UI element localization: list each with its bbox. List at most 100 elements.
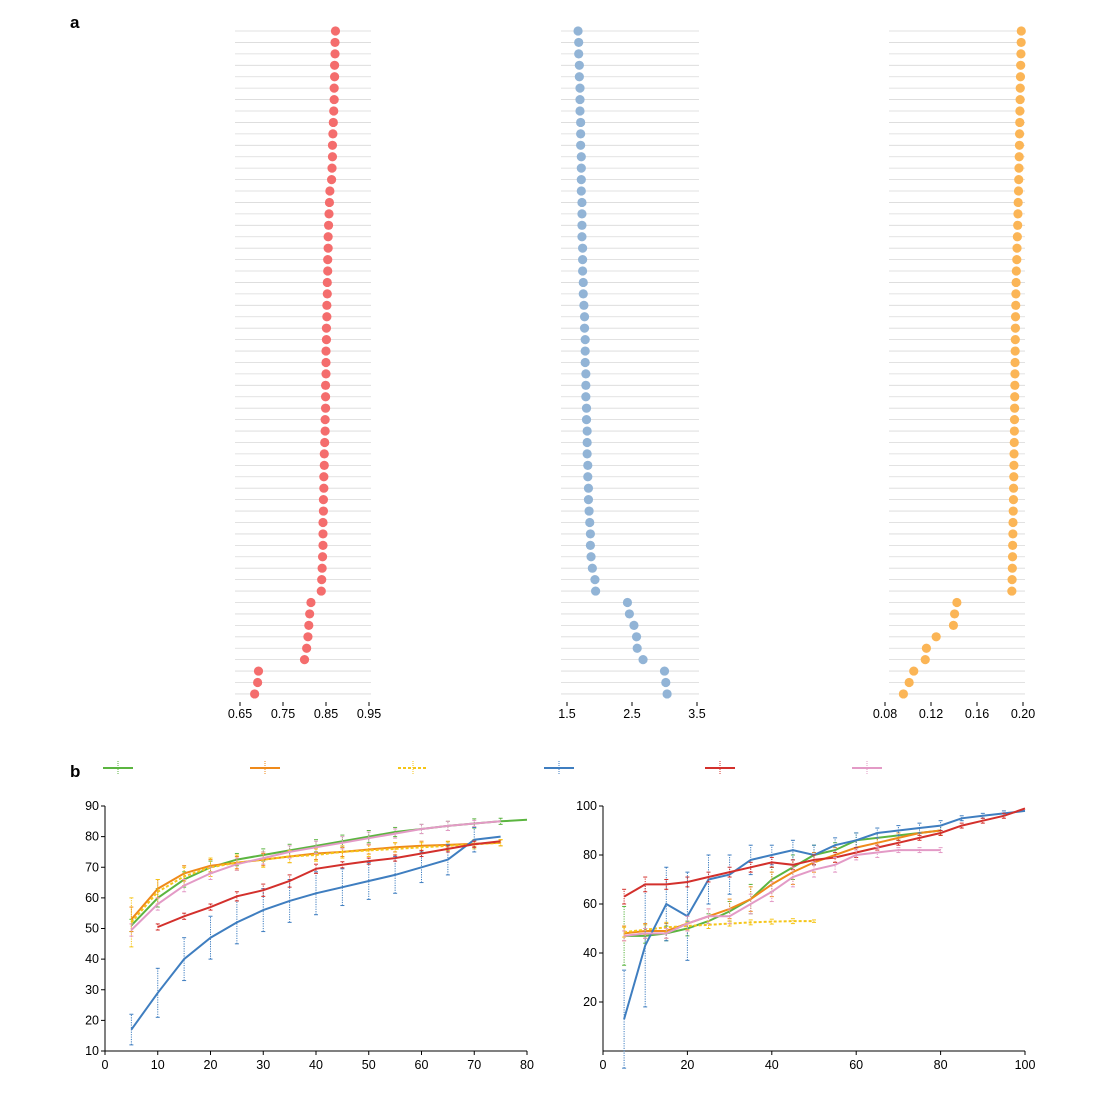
- data-point: [585, 529, 596, 539]
- data-point: [323, 255, 333, 265]
- data-point: [320, 437, 330, 448]
- data-point: [585, 517, 595, 528]
- data-point: [1011, 277, 1021, 288]
- data-point: [319, 472, 329, 482]
- x-tick-label: 30: [256, 1058, 270, 1072]
- data-point: [1010, 346, 1020, 356]
- data-point: [1015, 94, 1025, 105]
- series-line: [623, 829, 941, 935]
- x-tick-label: 0: [102, 1058, 109, 1072]
- data-point: [583, 483, 594, 493]
- data-point: [253, 677, 263, 688]
- y-tick-label: 80: [583, 848, 597, 862]
- data-point: [1015, 117, 1025, 128]
- data-point: [1013, 209, 1023, 219]
- x-tick-label: 0.65: [228, 707, 252, 721]
- data-point: [662, 689, 672, 699]
- data-point: [299, 655, 310, 665]
- data-point: [622, 597, 633, 608]
- data-point: [318, 529, 328, 539]
- data-point: [321, 335, 332, 345]
- data-point: [574, 37, 584, 48]
- data-point: [1011, 266, 1021, 276]
- data-point: [581, 380, 591, 390]
- x-tick-label: 60: [849, 1058, 863, 1072]
- data-point: [576, 129, 586, 139]
- data-point: [576, 163, 586, 173]
- data-point: [904, 677, 914, 688]
- data-point: [1015, 106, 1025, 116]
- data-point: [1008, 483, 1019, 493]
- x-tick-label: 0: [600, 1058, 607, 1072]
- x-tick-label: 60: [415, 1058, 429, 1072]
- data-point: [629, 620, 639, 630]
- data-point: [1010, 403, 1020, 413]
- data-point: [1016, 60, 1026, 70]
- series-ballgown: [622, 809, 1026, 1069]
- data-point: [322, 300, 332, 310]
- data-point: [573, 26, 583, 36]
- data-point: [327, 152, 338, 162]
- x-tick-label: 0.95: [357, 707, 381, 721]
- data-point: [576, 140, 586, 150]
- data-point: [638, 655, 648, 665]
- data-point: [1007, 575, 1017, 585]
- data-point: [250, 689, 260, 699]
- data-point: [1008, 540, 1018, 550]
- data-point: [1016, 37, 1026, 48]
- x-tick-label: 100: [1015, 1058, 1036, 1072]
- series-line: [624, 829, 941, 937]
- x-tick-label: 10: [151, 1058, 165, 1072]
- data-point: [318, 540, 328, 550]
- data-point: [327, 140, 338, 150]
- dotplot-spearman: 0.65 0.75 0.85 0.95: [228, 26, 381, 721]
- y-tick-label: 20: [583, 995, 597, 1009]
- data-point: [323, 266, 333, 276]
- data-point: [583, 460, 593, 470]
- data-point: [318, 517, 328, 528]
- x-tick-label: 0.85: [314, 707, 338, 721]
- data-point: [305, 609, 315, 619]
- data-point: [1014, 140, 1025, 150]
- data-point: [1007, 552, 1018, 562]
- series-line: [623, 807, 1026, 898]
- x-tick-label: 40: [309, 1058, 323, 1072]
- data-point: [575, 106, 585, 116]
- x-tick-label: 40: [765, 1058, 779, 1072]
- data-point: [303, 632, 313, 642]
- series-line: [130, 818, 528, 927]
- data-point: [921, 643, 932, 653]
- series-cuffdiff: [155, 840, 501, 931]
- panel-a-letter: a: [70, 13, 80, 32]
- data-point: [1010, 357, 1020, 368]
- data-point: [317, 563, 327, 573]
- data-point: [324, 197, 335, 208]
- series-sleuth: [622, 847, 943, 942]
- data-point: [582, 426, 592, 436]
- data-point: [316, 586, 326, 596]
- data-point: [1011, 300, 1021, 310]
- data-point: [1009, 449, 1019, 459]
- data-point: [1009, 415, 1020, 425]
- data-point: [1008, 495, 1019, 505]
- data-point: [574, 49, 584, 59]
- data-point: [322, 277, 332, 288]
- data-point: [1014, 174, 1024, 185]
- data-point: [920, 655, 930, 665]
- data-point: [317, 575, 327, 585]
- data-point: [581, 392, 591, 402]
- series-line: [130, 835, 501, 1031]
- x-tick-label: 80: [520, 1058, 534, 1072]
- data-point: [631, 632, 642, 642]
- data-point: [1014, 129, 1025, 139]
- data-point: [583, 472, 593, 482]
- series-deseq: [622, 825, 943, 966]
- data-point: [577, 197, 587, 208]
- x-tick-label: 0.12: [919, 707, 943, 721]
- data-point: [318, 506, 329, 516]
- x-tick-label: 0.75: [271, 707, 295, 721]
- y-tick-label: 80: [85, 830, 99, 844]
- data-point: [320, 403, 331, 413]
- data-point: [931, 632, 941, 642]
- data-point: [575, 94, 585, 105]
